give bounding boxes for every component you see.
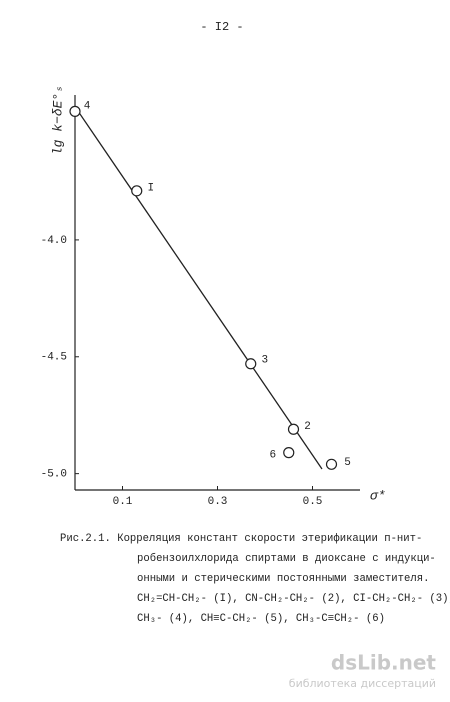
watermark-tagline: библиотека диссертаций [289,677,436,690]
y-tick-label: -5.0 [41,469,67,481]
data-point [283,447,295,459]
caption-line: Рис.2.1. Корреляция констант скорости эт… [60,532,422,545]
point-label: 6 [269,450,276,462]
fit-line [74,106,323,470]
x-tick-label: 0.3 [208,496,228,508]
point-label: 4 [84,100,91,112]
data-point [69,105,81,117]
point-label: 2 [304,421,311,433]
point-label: I [147,183,154,195]
y-tick-label: -4.0 [41,235,67,247]
y-axis-label: lg k−δE°ₛ [50,85,65,155]
x-axis-label: σ* [370,488,386,503]
point-label: 3 [261,355,268,367]
data-point [131,185,143,197]
watermark-site: dsLib.net [331,651,437,675]
caption-line: онными и стерическими постоянными замест… [137,573,429,585]
page-number: - I2 - [200,20,243,34]
caption-line: CH₂=CH-CH₂- (I), CN-CH₂-CH₂- (2), CI-CH₂… [137,593,450,605]
x-tick-label: 0.5 [303,496,323,508]
data-point [287,423,300,435]
data-point [245,358,257,370]
caption-line: робензоилхлорида спиртами в диоксане с и… [137,552,436,565]
y-tick-label: -4.5 [41,352,67,364]
caption-line: CH₃- (4), CH≡C-CH₂- (5), CH₃-C≡CH₂- (6) [137,613,385,625]
point-label: 5 [344,457,351,469]
x-tick-label: 0.1 [113,496,133,508]
data-point [325,458,338,470]
